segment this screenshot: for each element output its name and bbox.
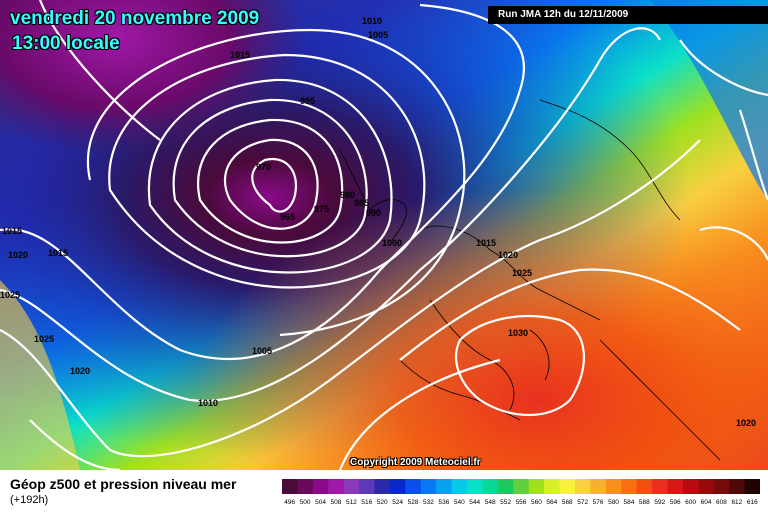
legend-value-label: 580	[608, 499, 619, 506]
legend-swatch	[389, 479, 406, 494]
legend-value-label: 552	[500, 499, 511, 506]
legend-swatch	[436, 479, 453, 494]
svg-text:1025: 1025	[34, 334, 54, 344]
svg-text:970: 970	[256, 162, 271, 172]
legend-value-label: 532	[423, 499, 434, 506]
svg-text:980: 980	[340, 190, 355, 200]
svg-text:1000: 1000	[382, 238, 402, 248]
legend-swatch	[467, 479, 483, 494]
forecast-lead-time: (+192h)	[10, 494, 49, 506]
model-run-info: Run JMA 12h du 12/11/2009	[488, 6, 768, 24]
coastlines	[339, 99, 721, 461]
legend-swatch	[282, 479, 298, 494]
legend-swatch	[652, 479, 668, 494]
svg-text:1020: 1020	[70, 366, 90, 376]
legend-value-label: 500	[300, 499, 311, 506]
footer-bar: Géop z500 et pression niveau mer (+192h)…	[0, 470, 768, 512]
weather-map: 1010 1005 1015 995 970 965 975 980 985 9…	[0, 0, 768, 470]
legend-value-label: 560	[531, 499, 542, 506]
svg-text:1015: 1015	[48, 248, 68, 258]
svg-text:1025: 1025	[512, 268, 532, 278]
legend-swatch	[359, 479, 376, 494]
legend-swatch	[636, 479, 653, 494]
legend-swatch	[420, 479, 437, 494]
legend-swatch	[605, 479, 622, 494]
legend-swatch	[328, 479, 345, 494]
legend-value-label: 496	[284, 499, 295, 506]
svg-text:975: 975	[314, 204, 329, 214]
legend-value-label: 528	[408, 499, 419, 506]
legend-swatch	[744, 479, 760, 494]
legend-value-label: 612	[731, 499, 742, 506]
legend-swatch	[497, 479, 514, 494]
svg-text:1020: 1020	[736, 418, 756, 428]
legend-swatch	[713, 479, 730, 494]
svg-text:1025: 1025	[0, 290, 20, 300]
legend-value-label: 588	[639, 499, 650, 506]
legend-value-label: 568	[562, 499, 573, 506]
legend-value-label: 564	[546, 499, 557, 506]
legend-value-label: 600	[685, 499, 696, 506]
legend-value-label: 508	[331, 499, 342, 506]
legend-swatch	[482, 479, 499, 494]
isobar-labels: 1010 1005 1015 995 970 965 975 980 985 9…	[0, 16, 756, 428]
legend-swatch	[297, 479, 314, 494]
legend-swatch	[405, 479, 422, 494]
legend-value-label: 516	[361, 499, 372, 506]
legend-value-label: 548	[485, 499, 496, 506]
legend-swatch	[667, 479, 684, 494]
legend-swatch	[343, 479, 360, 494]
legend-swatch	[544, 479, 561, 494]
legend-value-label: 584	[624, 499, 635, 506]
legend-value-label: 596	[670, 499, 681, 506]
legend-value-label: 504	[315, 499, 326, 506]
legend-value-label: 592	[654, 499, 665, 506]
legend-value-label: 576	[593, 499, 604, 506]
legend-value-label: 608	[716, 499, 727, 506]
legend-swatch	[451, 479, 468, 494]
svg-text:1015: 1015	[230, 50, 250, 60]
legend-value-label: 512	[346, 499, 357, 506]
svg-text:965: 965	[280, 212, 295, 222]
svg-text:1020: 1020	[8, 250, 28, 260]
legend-swatch	[729, 479, 746, 494]
legend-swatch	[574, 479, 591, 494]
legend-swatch	[621, 479, 638, 494]
legend-value-label: 616	[747, 499, 758, 506]
svg-text:1030: 1030	[508, 328, 528, 338]
forecast-date-title: vendredi 20 novembre 2009	[10, 8, 260, 29]
svg-text:1015: 1015	[476, 238, 496, 248]
legend-swatch	[590, 479, 607, 494]
isobars	[0, 0, 768, 470]
svg-text:1020: 1020	[498, 250, 518, 260]
legend-value-label: 524	[392, 499, 403, 506]
legend-swatch	[513, 479, 530, 494]
legend-swatch	[559, 479, 576, 494]
legend-swatch	[312, 479, 329, 494]
legend-value-label: 520	[377, 499, 388, 506]
svg-text:985: 985	[354, 198, 369, 208]
svg-text:1010: 1010	[198, 398, 218, 408]
legend-value-label: 536	[438, 499, 449, 506]
legend-value-label: 604	[701, 499, 712, 506]
legend-swatch	[528, 479, 545, 494]
svg-text:990: 990	[366, 208, 381, 218]
copyright-notice: Copyright 2009 Meteociel.fr	[350, 457, 481, 468]
legend-swatch	[682, 479, 699, 494]
map-title: Géop z500 et pression niveau mer	[10, 476, 237, 492]
legend-value-label: 540	[454, 499, 465, 506]
forecast-time-title: 13:00 locale	[12, 33, 120, 54]
legend-swatch	[374, 479, 391, 494]
legend-value-label: 556	[516, 499, 527, 506]
svg-text:1005: 1005	[252, 346, 272, 356]
svg-text:1005: 1005	[368, 30, 388, 40]
svg-text:1010: 1010	[362, 16, 382, 26]
svg-text:995: 995	[300, 96, 315, 106]
color-scale-legend: 496 500 504 508 512 516 520 524 528 532 536 540 544 5…	[282, 479, 760, 506]
legend-value-label: 544	[469, 499, 480, 506]
svg-text:1015: 1015	[2, 226, 22, 236]
legend-swatch	[698, 479, 715, 494]
legend-value-label: 572	[577, 499, 588, 506]
